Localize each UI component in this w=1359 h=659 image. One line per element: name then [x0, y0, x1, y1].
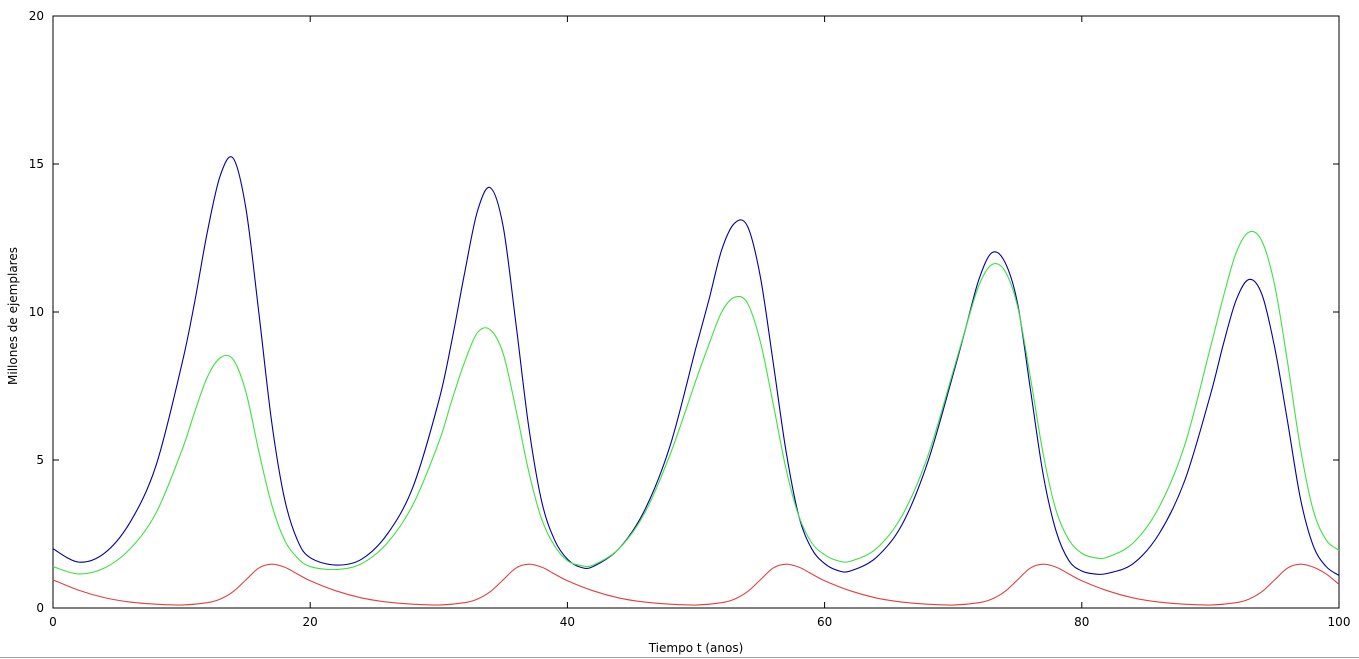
series-line-red — [52, 563, 1340, 606]
y-tick-label: 15 — [29, 157, 44, 171]
x-tick-label: 0 — [49, 615, 57, 629]
y-axis-label: Millones de ejemplares — [6, 247, 20, 385]
x-tick-label: 100 — [1328, 615, 1351, 629]
x-tick-label: 60 — [817, 615, 832, 629]
x-tick-label: 40 — [560, 615, 575, 629]
y-tick-label: 5 — [36, 453, 44, 467]
y-tick-label: 20 — [29, 9, 44, 23]
series-layer — [52, 156, 1340, 606]
x-tick-label: 20 — [303, 615, 318, 629]
x-tick-label: 80 — [1074, 615, 1089, 629]
x-axis-label: Tiempo t (anos) — [648, 641, 744, 655]
series-line-blue — [52, 156, 1340, 576]
plot-frame — [52, 15, 1340, 609]
series-line-green — [52, 230, 1340, 575]
y-tick-label: 0 — [36, 601, 44, 615]
axis-ticks: 0 20 40 60 80 100 0 5 10 15 20 — [29, 9, 1351, 629]
bottom-divider — [0, 657, 1359, 658]
y-tick-label: 10 — [29, 305, 44, 319]
